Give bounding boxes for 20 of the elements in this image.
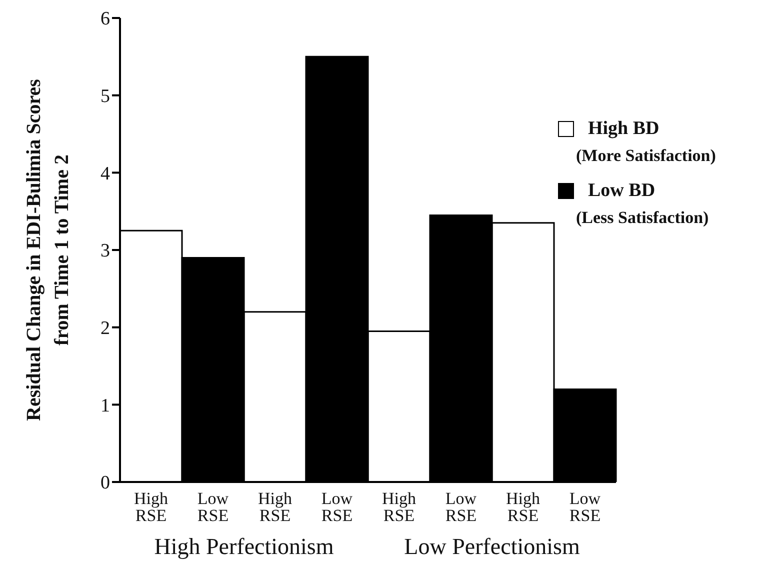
x-tick-label: Low RSE: [197, 489, 230, 525]
y-axis-title: Residual Change in EDI-Bulimia Scores from Time 1 to Time 2: [22, 79, 74, 421]
y-tick-label: 2: [100, 318, 110, 340]
x-tick-label: High RSE: [506, 489, 540, 525]
x-tick-label: Low RSE: [569, 489, 602, 525]
legend-label: High BD (More Satisfaction): [576, 118, 717, 166]
y-tick-label: 6: [100, 8, 110, 30]
x-tick-label: High RSE: [134, 489, 168, 525]
y-tick-label: 1: [100, 395, 110, 416]
text: High Perfectionism: [154, 534, 334, 560]
x-tick-label: High RSE: [382, 489, 416, 525]
y-tick-label: 3: [100, 240, 110, 262]
x-tick-label: High RSE: [258, 489, 292, 525]
text: Low Perfectionism: [404, 534, 580, 560]
x-tick-label: Low RSE: [445, 489, 478, 525]
x-tick-label: Low RSE: [321, 489, 354, 525]
y-tick-label: 5: [100, 86, 110, 108]
legend-label: Low BD (Less Satisfaction): [576, 180, 710, 228]
y-tick-label: 4: [100, 163, 110, 184]
y-tick-label: 0: [100, 472, 110, 494]
